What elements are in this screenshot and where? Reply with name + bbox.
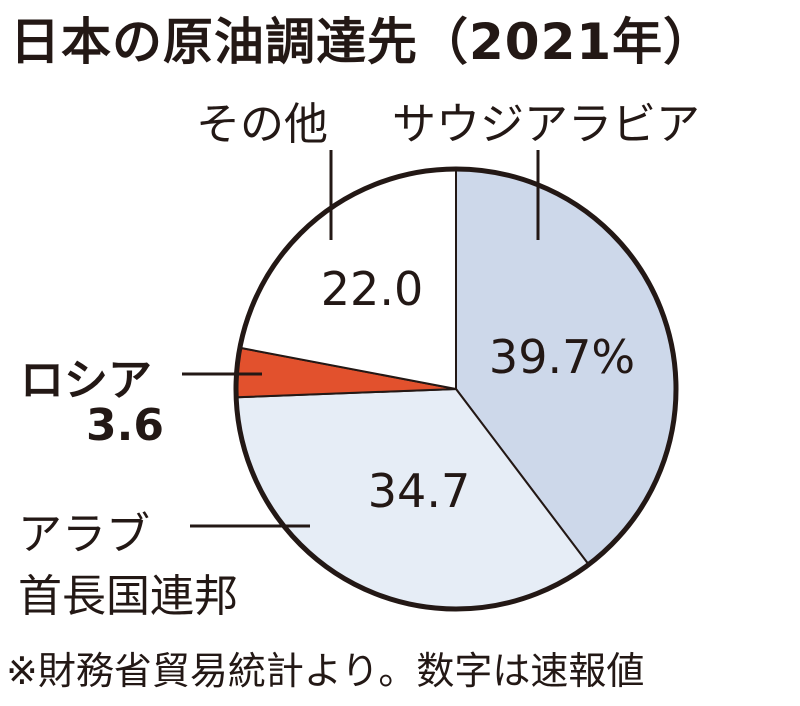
- slice-label-uae-line1: アラブ: [18, 509, 150, 560]
- pie-outline: [233, 166, 679, 612]
- source-note: ※財務省貿易統計より。数字は速報値: [6, 649, 645, 693]
- slice-label-russia: ロシア: [20, 355, 152, 406]
- slice-value-other: 22.0: [320, 262, 424, 316]
- slice-value-saudi-arabia: 39.7%: [488, 330, 636, 384]
- slice-label-saudi-arabia: サウジアラビア: [392, 99, 700, 150]
- slice-label-other: その他: [196, 99, 328, 150]
- slice-label-uae-line2: 首長国連邦: [18, 571, 238, 622]
- chart-title: 日本の原油調達先（2021年）: [10, 13, 715, 71]
- slice-value-uae: 34.7: [367, 464, 471, 518]
- slice-value-russia: 3.6: [86, 400, 164, 451]
